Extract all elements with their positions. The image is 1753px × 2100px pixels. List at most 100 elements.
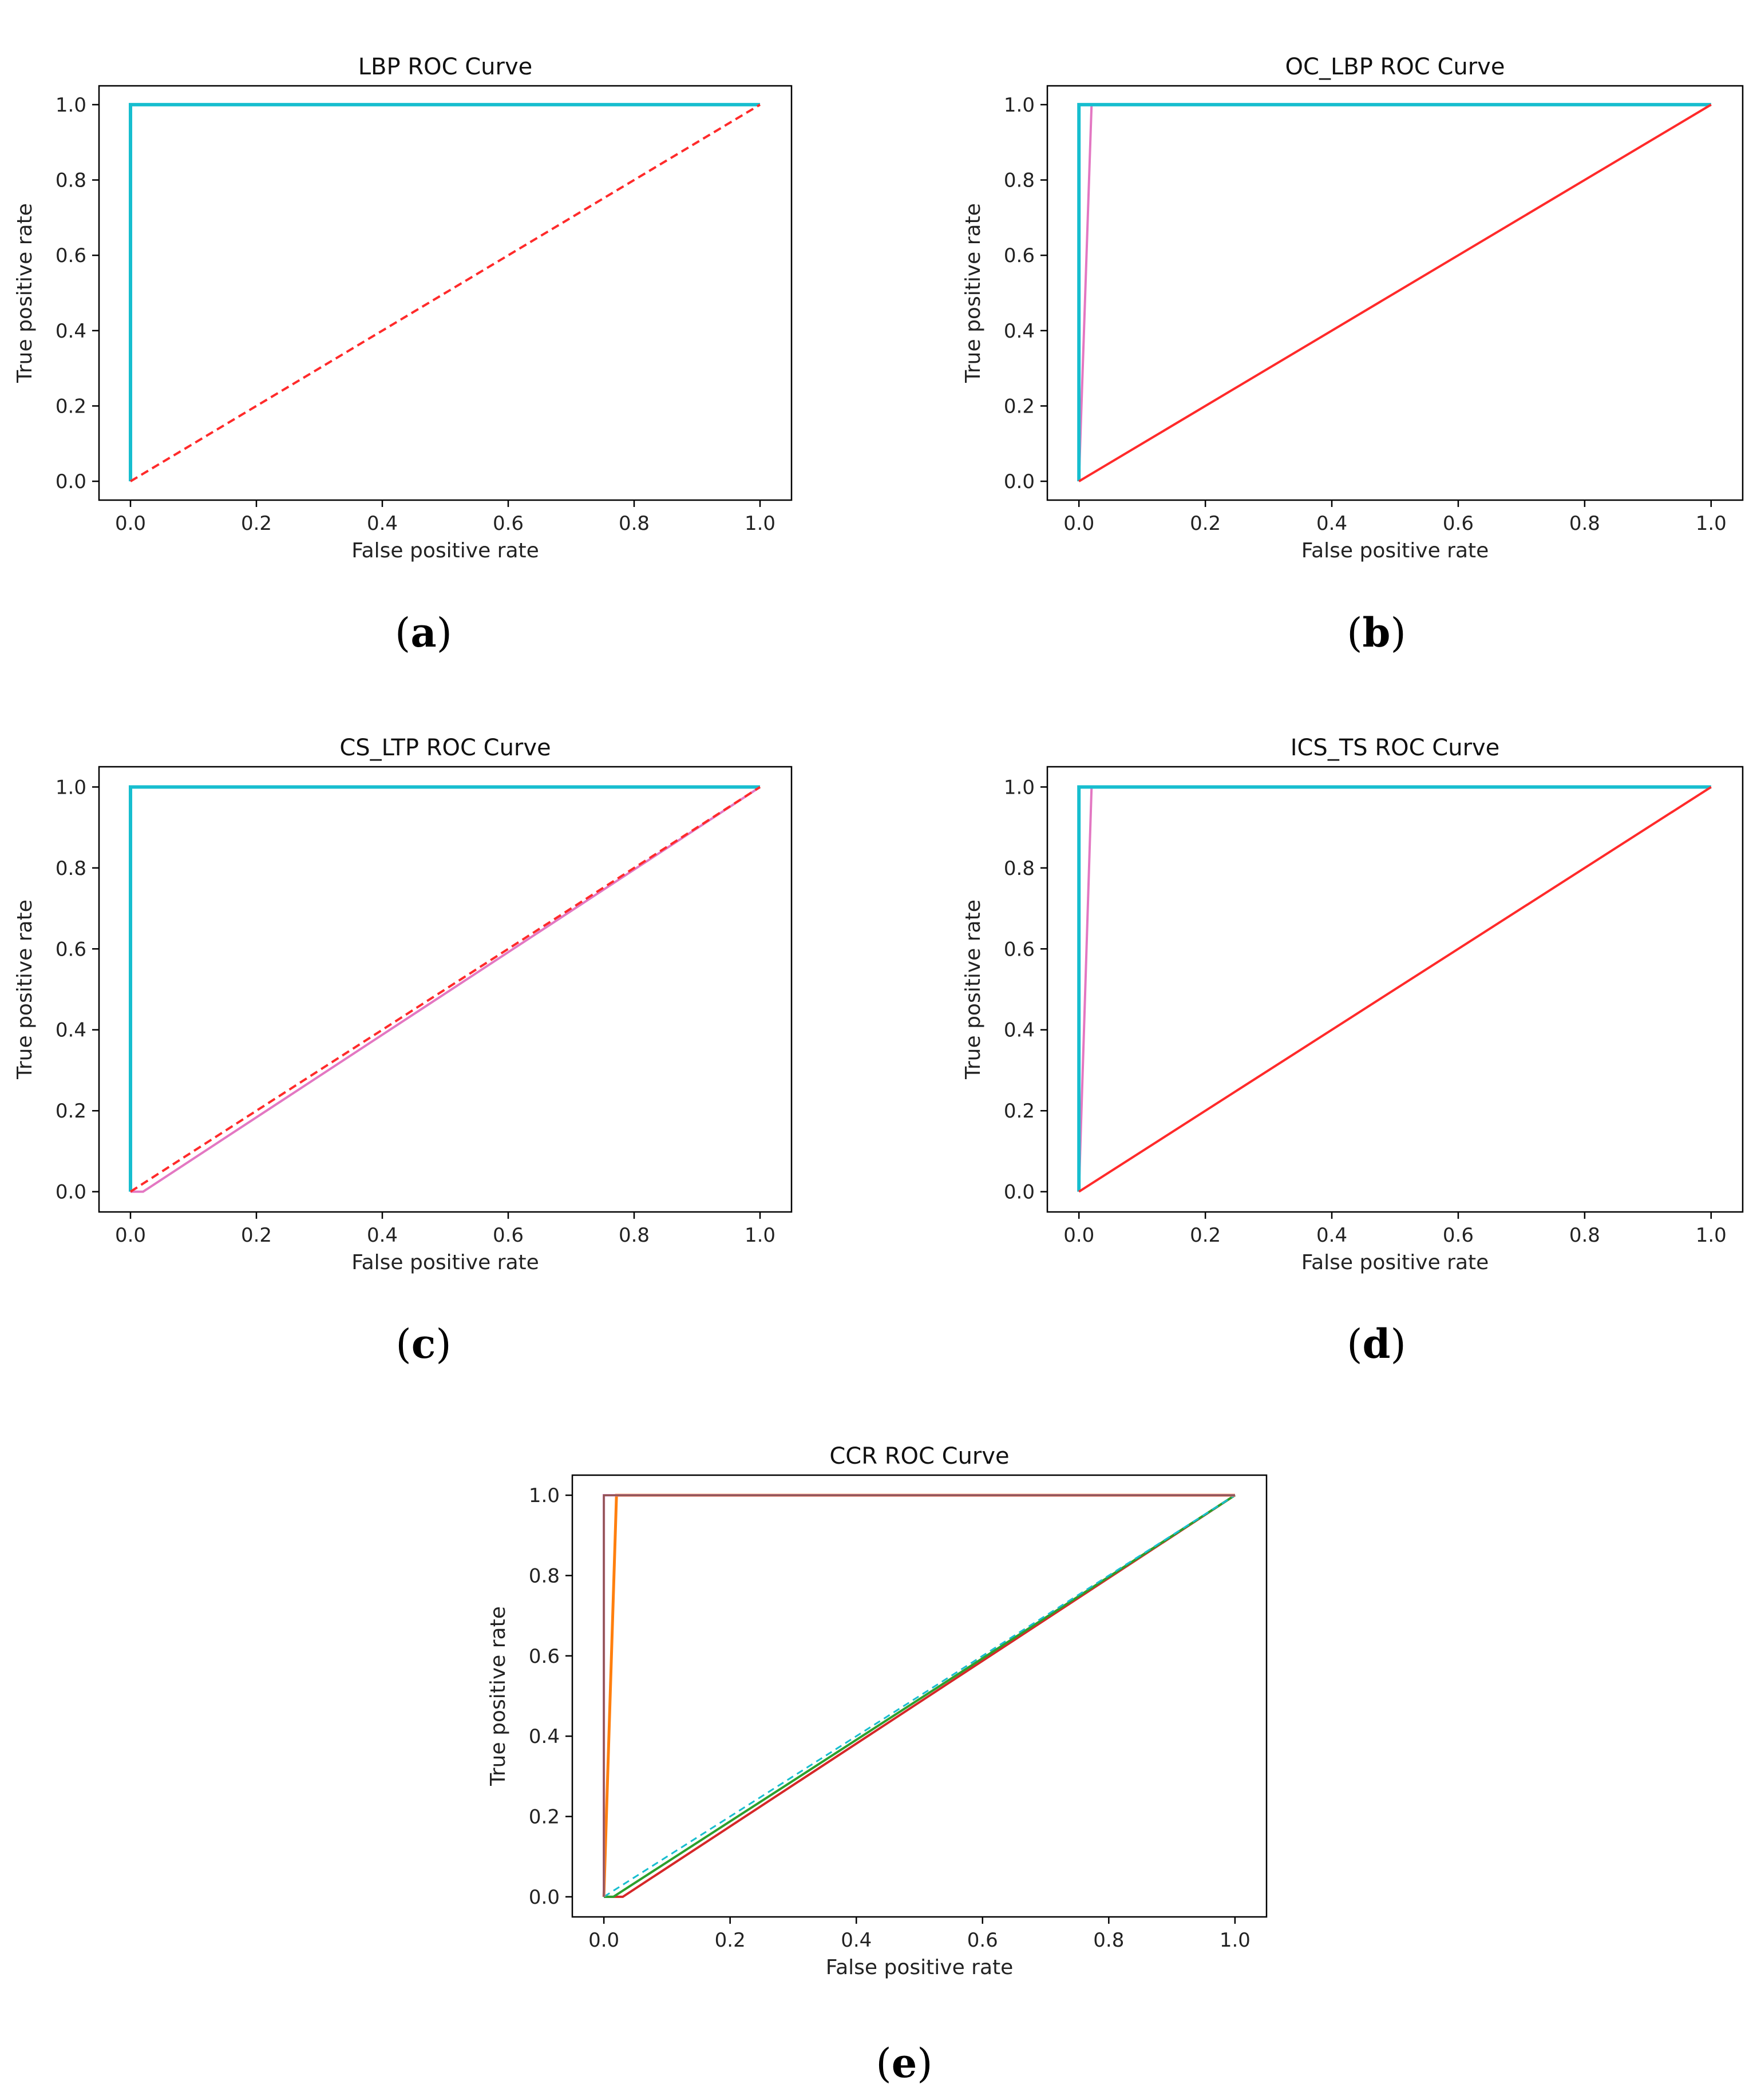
y-tick-label: 0.2 [529,1806,560,1829]
y-tick-label: 0.4 [1004,320,1035,343]
caption-letter: d [1363,1320,1391,1368]
caption-letter: c [411,1320,436,1368]
x-tick-label: 0.0 [1063,1224,1094,1247]
y-axis-label: True positive rate [961,900,985,1080]
x-axis-label: False positive rate [1301,1251,1489,1274]
series-line-class-7 [603,1494,1235,1897]
x-tick-label: 0.8 [1569,1224,1600,1247]
chart-a: 0.0 0.2 0.4 0.6 0.8 1.0 0.0 0.2 0.4 0.6 0.8 1.0 LBP … [13,54,793,656]
x-tick-label: 0.2 [715,1929,746,1952]
x-tick-label: 0.4 [1316,1224,1347,1247]
series-line-class-1 [130,786,761,1193]
series-line-class-2 [604,1494,1236,1898]
y-tick-label: 0.6 [529,1645,560,1668]
y-tick-label: 0.8 [529,1564,560,1587]
x-tick-label: 0.0 [115,1224,146,1247]
x-axis-label: False positive rate [1301,539,1489,562]
x-axis-label: False positive rate [351,539,539,562]
caption-close-paren: ) [437,609,452,656]
y-tick-label: 0.8 [56,169,86,192]
plot-frame [1046,766,1744,1213]
caption-open-paren: ( [1347,1321,1362,1368]
chart-c: 0.0 0.2 0.4 0.6 0.8 1.0 0.0 0.2 0.4 0.6 0.8 1.0 CS_L… [13,735,793,1368]
plot-frame [98,766,793,1213]
x-tick-label: 1.0 [1220,1929,1251,1952]
y-tick-label: 0.6 [1004,244,1035,267]
x-tick-label: 0.8 [1569,512,1600,535]
subfigure-caption: (a) [395,609,452,656]
chart-b: 0.0 0.2 0.4 0.6 0.8 1.0 0.0 0.2 0.4 0.6 0.8 1.0 OC_L… [961,54,1744,656]
y-tick-label: 0.4 [56,320,86,343]
x-tick-label: 1.0 [1696,1224,1727,1247]
x-tick-label: 1.0 [745,512,775,535]
y-tick-label: 1.0 [56,776,86,799]
y-tick-label: 0.8 [1004,169,1035,192]
chart-title: OC_LBP ROC Curve [1285,54,1505,80]
x-tick-label: 0.4 [841,1929,872,1952]
chart-title: CCR ROC Curve [829,1443,1009,1469]
series-line-chance [129,786,761,1193]
x-tick-label: 1.0 [745,1224,775,1247]
y-tick-label: 0.6 [56,244,86,267]
subfigure-caption: (b) [1347,609,1406,656]
y-tick-label: 0.8 [1004,857,1035,880]
x-tick-label: 0.0 [588,1929,619,1952]
y-tick-label: 1.0 [1004,94,1035,117]
x-tick-label: 0.2 [1190,512,1221,535]
y-tick-label: 0.0 [529,1886,560,1909]
y-tick-label: 0.0 [56,1181,86,1204]
y-tick-label: 0.4 [529,1725,560,1748]
x-tick-label: 0.6 [493,1224,524,1247]
y-tick-label: 0.2 [56,1100,86,1123]
x-tick-label: 0.6 [1443,1224,1474,1247]
y-tick-label: 0.2 [56,395,86,418]
caption-close-paren: ) [917,2040,932,2087]
plot-frame [98,85,793,501]
series-line-class-3 [603,1494,1236,1898]
x-tick-label: 1.0 [1696,512,1727,535]
caption-open-paren: ( [395,609,410,656]
x-tick-label: 0.8 [619,512,650,535]
series-line-chance [1078,104,1712,482]
x-axis-label: False positive rate [826,1956,1014,1979]
x-tick-label: 0.4 [367,1224,398,1247]
x-tick-label: 0.8 [1093,1929,1124,1952]
caption-open-paren: ( [1347,609,1362,656]
y-tick-label: 0.2 [1004,1100,1035,1123]
x-tick-label: 0.0 [1063,512,1094,535]
chart-title: ICS_TS ROC Curve [1291,735,1500,761]
x-tick-label: 0.6 [1443,512,1474,535]
series-line-class-2 [129,102,760,482]
caption-close-paren: ) [436,1321,451,1368]
chart-e: 0.0 0.2 0.4 0.6 0.8 1.0 0.0 0.2 0.4 0.6 0.8 1.0 CCR … [486,1443,1268,2087]
y-tick-label: 0.8 [56,857,86,880]
y-tick-label: 0.4 [1004,1019,1035,1042]
y-tick-label: 0.0 [56,470,86,493]
y-tick-label: 0.2 [1004,395,1035,418]
chart-d: 0.0 0.2 0.4 0.6 0.8 1.0 0.0 0.2 0.4 0.6 0.8 1.0 ICS_… [961,735,1744,1368]
x-tick-label: 0.4 [1316,512,1347,535]
y-axis-label: True positive rate [13,900,37,1080]
chart-title: CS_LTP ROC Curve [339,735,551,761]
y-tick-label: 0.6 [56,938,86,961]
x-tick-label: 0.4 [367,512,398,535]
series-line-chance [129,104,761,482]
x-tick-label: 0.8 [619,1224,650,1247]
y-tick-label: 0.0 [1004,1181,1035,1204]
y-axis-label: True positive rate [13,203,37,383]
y-tick-label: 0.6 [1004,938,1035,961]
x-tick-label: 0.2 [241,512,272,535]
x-tick-label: 0.6 [493,512,524,535]
caption-letter: a [410,609,436,656]
x-tick-label: 0.2 [241,1224,272,1247]
chart-title: LBP ROC Curve [358,54,533,80]
series-line-chance [1078,786,1712,1193]
plot-frame [571,1474,1268,1918]
subfigure-caption: (d) [1347,1320,1406,1368]
series-line-class-2 [1077,785,1711,1192]
caption-letter: b [1363,609,1391,656]
caption-close-paren: ) [1390,1321,1406,1368]
subfigure-caption: (e) [876,2039,932,2087]
y-tick-label: 0.0 [1004,470,1035,493]
